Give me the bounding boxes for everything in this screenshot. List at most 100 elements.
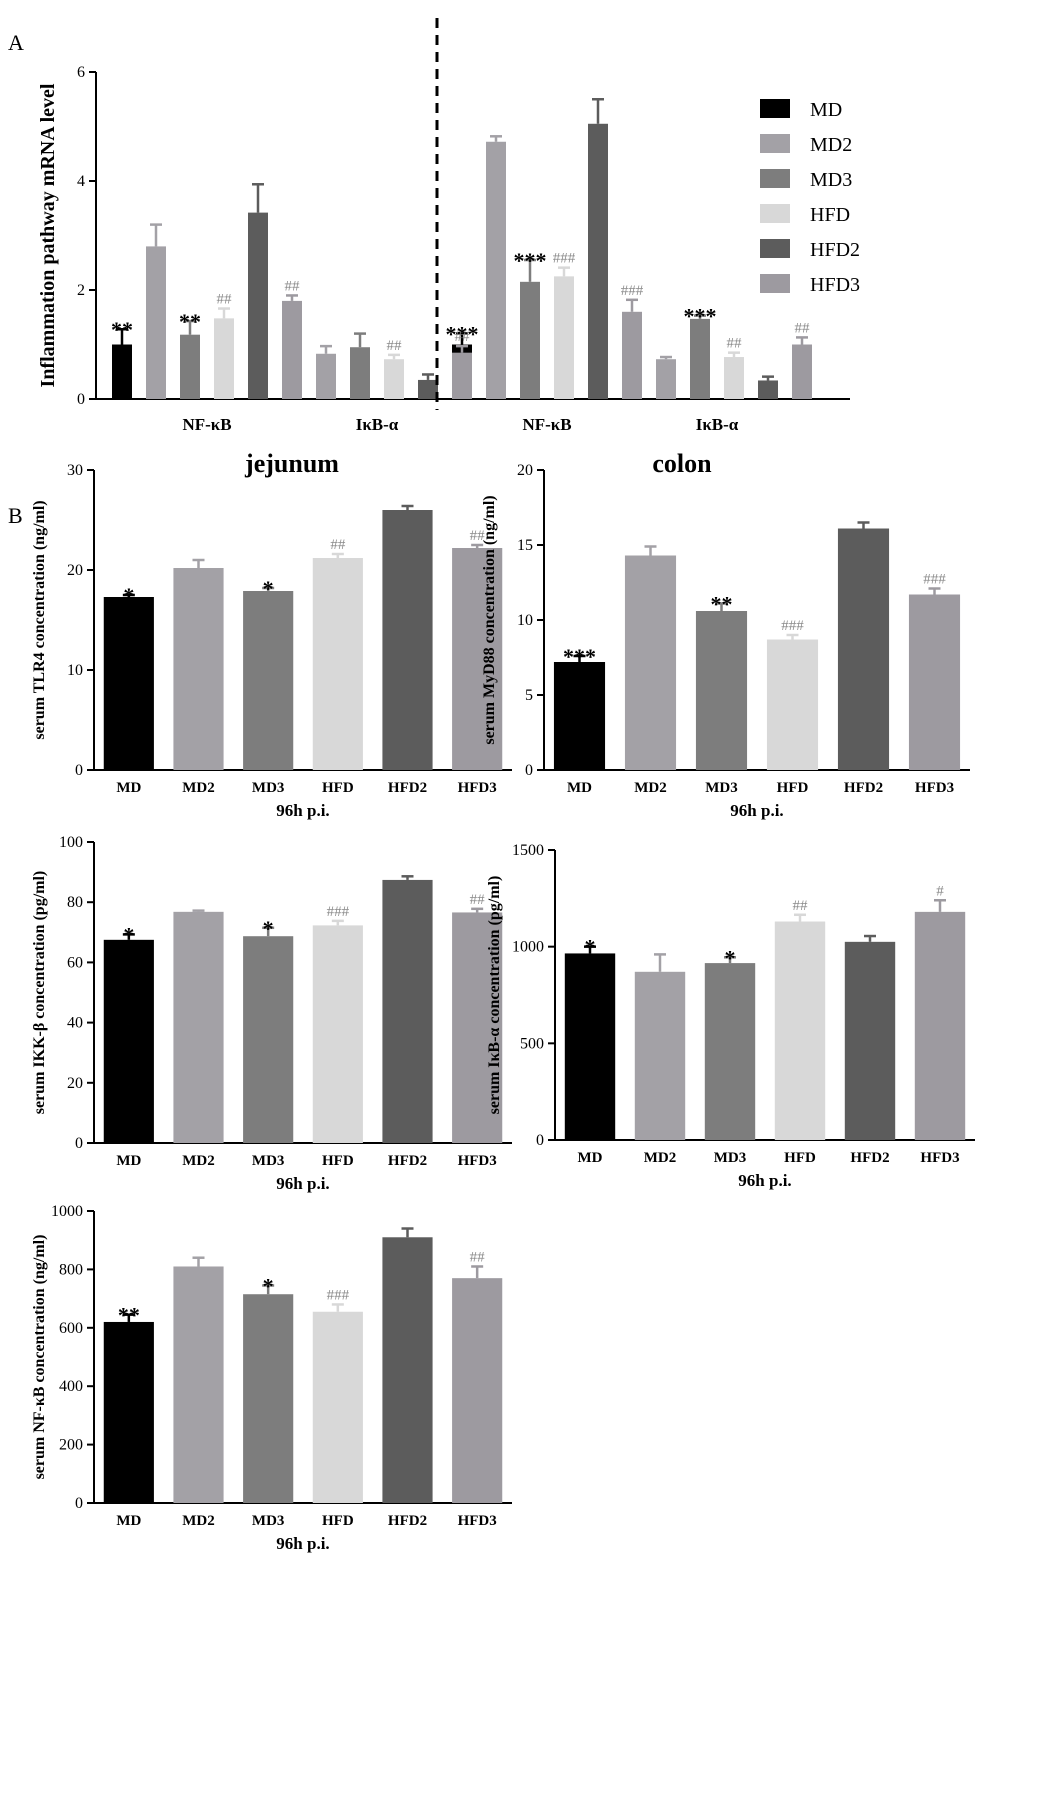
significance-star-label: * [263,1273,274,1298]
bar [112,344,132,399]
bar [564,953,616,1140]
category-label: MD3 [714,1150,747,1166]
bar [180,334,200,399]
significance-star-label: * [123,583,134,608]
significance-hash-label: ### [621,283,644,299]
bar [622,311,642,399]
significance-hash-label: ## [470,892,486,908]
category-label: HFD2 [844,780,883,796]
y-tick-label: 0 [77,391,85,408]
category-label: HFD2 [850,1150,889,1166]
x-axis-label: 96h p.i. [730,801,783,820]
significance-star-label: *** [514,248,547,273]
significance-star-label: ** [179,309,201,334]
legend-swatch [760,134,790,153]
category-label: HFD [322,780,354,796]
category-label: MD [578,1150,603,1166]
y-tick-label: 600 [59,1320,83,1337]
bar [908,594,961,770]
category-label: MD2 [634,780,667,796]
y-tick-label: 800 [59,1261,83,1278]
significance-hash-label: ## [727,336,743,352]
category-label: MD [567,780,592,796]
bar [656,359,676,399]
y-tick-label: 0 [525,762,533,779]
x-axis-label: 96h p.i. [738,1171,791,1190]
category-label: HFD [322,1153,354,1169]
significance-hash-label: ## [387,338,403,354]
bar [554,276,574,399]
y-tick-label: 0 [75,1495,83,1512]
significance-hash-label: ### [327,1287,350,1303]
y-axis-label: Inflammation pathway mRNA level [37,83,59,387]
category-label: MD [116,1513,141,1529]
y-tick-label: 6 [77,64,85,81]
y-tick-label: 2 [77,282,85,299]
y-tick-label: 60 [67,954,83,971]
legend-entry: MD [810,99,842,121]
y-tick-label: 100 [59,834,83,851]
bar [774,921,826,1140]
category-label: HFD2 [388,1513,427,1529]
bar [690,318,710,399]
category-label: HFD [322,1513,354,1529]
y-tick-label: 20 [67,1075,83,1092]
significance-hash-label: ## [285,278,301,294]
category-label: MD3 [252,1513,285,1529]
bar [173,1266,224,1503]
bar [173,568,224,770]
y-tick-label: 1000 [51,1203,83,1220]
significance-hash-label: ## [793,898,809,914]
bar [792,344,812,399]
bar [724,357,744,399]
y-tick-label: 0 [536,1132,544,1149]
chart-serum-myd88: 0 5 10 15 20 serum MyD88 concentration (ng/ml… [481,449,970,820]
significance-star-label: ** [111,317,133,342]
legend-entry: HFD [810,204,850,226]
x-axis-label: 96h p.i. [276,801,329,820]
y-tick-label: 20 [67,562,83,579]
chart-title: jejunum [244,449,339,478]
category-label: IκB-α [356,415,399,434]
legend-entry: MD3 [810,169,852,191]
bar [624,555,677,770]
panel-label-b: B [8,503,23,528]
bar [243,1294,294,1503]
category-label: HFD3 [458,780,497,796]
y-tick-label: 200 [59,1437,83,1454]
category-label: MD2 [182,780,215,796]
y-axis-label: serum TLR4 concentration (ng/ml) [31,500,48,739]
bar [486,141,506,399]
bar [452,548,503,770]
category-label: IκB-α [696,415,739,434]
significance-hash-label: ## [795,320,811,336]
y-axis-label: serum IKK-β concentration (pg/ml) [31,871,48,1115]
bar [312,558,363,770]
significance-hash-label: ### [781,618,804,634]
legend-swatch [760,204,790,223]
bar [173,911,224,1143]
y-tick-label: 30 [67,462,83,479]
legend-swatch [760,99,790,118]
chart-title: colon [652,449,712,478]
bar [312,1311,363,1503]
category-label: HFD3 [458,1513,497,1529]
bar [312,925,363,1143]
bar [695,611,748,770]
bar [382,510,433,770]
chart-serum-ikb-alpha: 0 500 1000 1500 serum IκB-α concentration (p… [486,842,975,1190]
bar [103,1321,154,1503]
category-label: MD [116,1153,141,1169]
y-axis-label: serum NF-κB concentration (ng/ml) [31,1235,48,1480]
significance-hash-label: ### [327,904,350,920]
y-axis-label: serum IκB-α concentration (pg/ml) [486,876,503,1115]
bar [382,879,433,1143]
bar [914,911,966,1140]
bar [243,591,294,770]
bar [316,353,336,399]
y-tick-label: 5 [525,687,533,704]
y-tick-label: 0 [75,1135,83,1152]
